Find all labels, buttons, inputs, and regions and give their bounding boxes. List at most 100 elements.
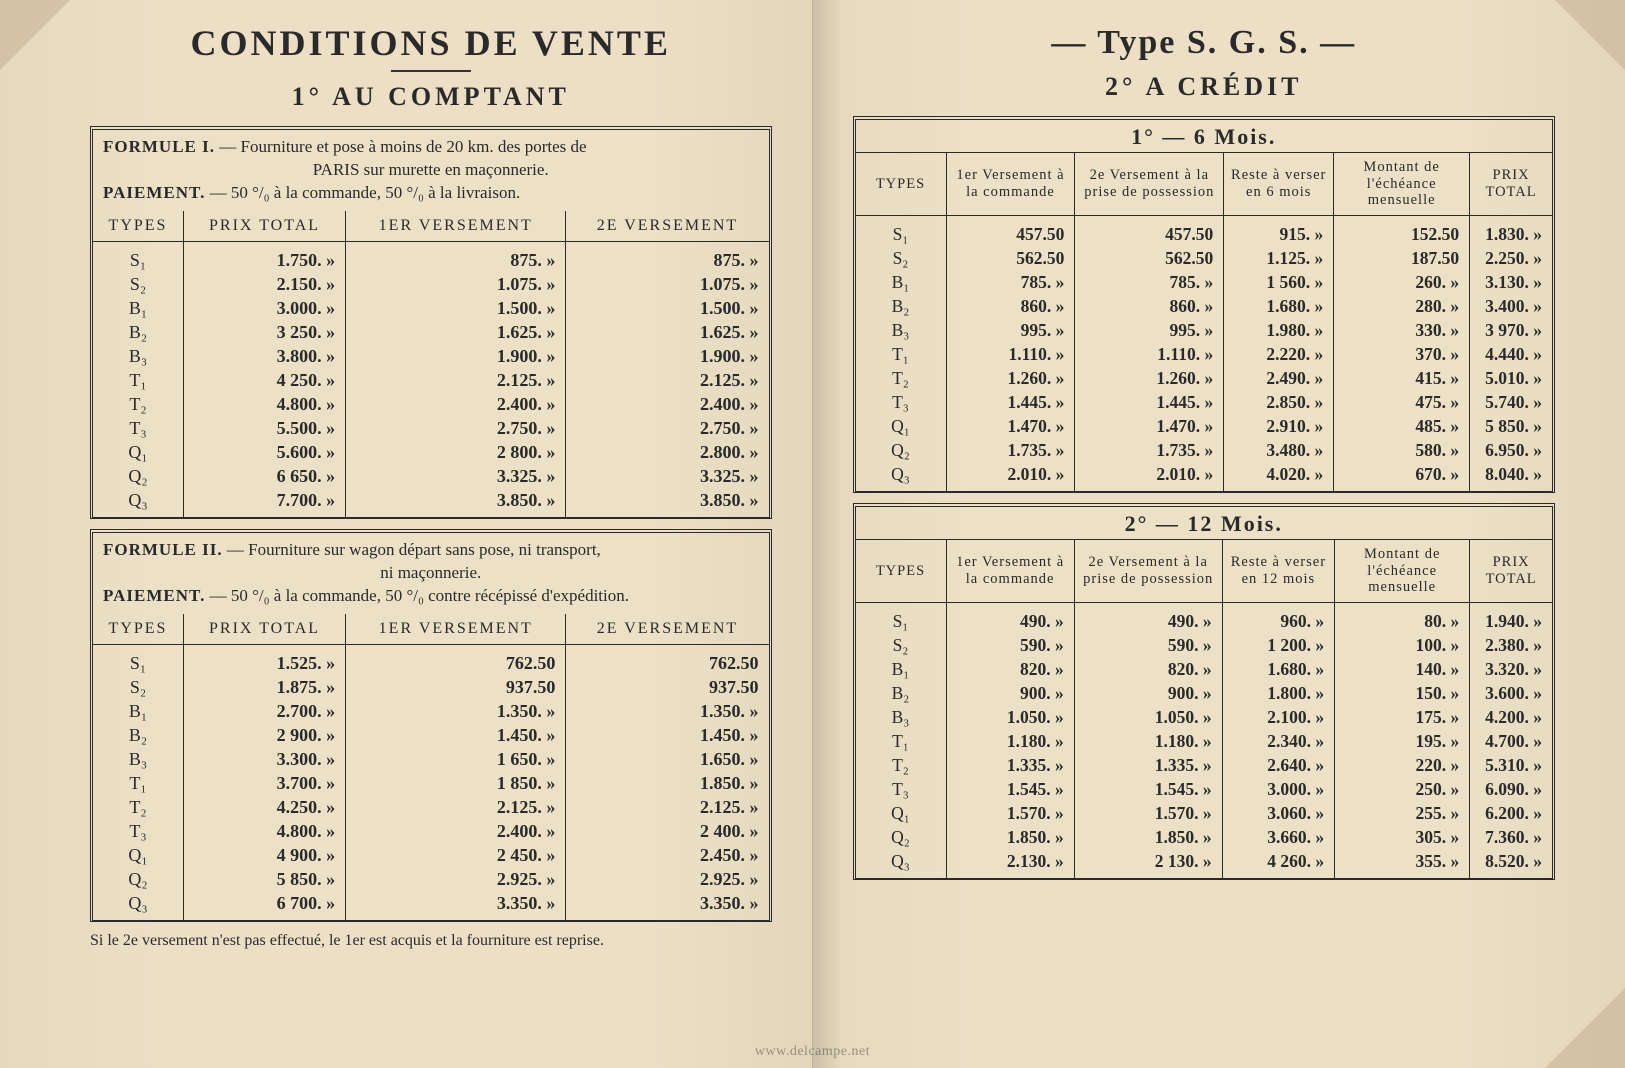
cell-c1: 2.130. » <box>946 850 1074 879</box>
col-echeance: Montant de l'échéance mensuelle <box>1335 540 1470 603</box>
cell-c1: 1.570. » <box>946 802 1074 826</box>
cell-c4: 415. » <box>1334 367 1470 391</box>
cell-c4: 140. » <box>1335 658 1470 682</box>
table-row: S₂590. »590. »1 200. »100. »2.380. » <box>856 634 1553 658</box>
cell-type: Q₂ <box>856 439 947 463</box>
cell-type: B₃ <box>93 748 184 772</box>
table-row: S₂2.150. »1.075. »1.075. » <box>93 273 769 297</box>
col-types: TYPES <box>856 153 947 216</box>
formule2-paiement-label: PAIEMENT. <box>103 586 205 605</box>
cell-c2: 1.260. » <box>1075 367 1224 391</box>
cell-v1: 2.750. » <box>346 417 566 441</box>
cell-v1: 3.850. » <box>346 489 566 518</box>
cell-c5: 8.520. » <box>1470 850 1552 879</box>
cell-c3: 2.100. » <box>1222 706 1335 730</box>
cell-c4: 152.50 <box>1334 216 1470 247</box>
cell-c4: 260. » <box>1334 271 1470 295</box>
table-row: B₂3 250. »1.625. »1.625. » <box>93 321 769 345</box>
cell-total: 3.700. » <box>184 772 346 796</box>
cell-v1: 1.075. » <box>346 273 566 297</box>
cell-v1: 2.400. » <box>346 393 566 417</box>
cell-v2: 2.125. » <box>566 369 769 393</box>
cell-c5: 6.950. » <box>1470 439 1552 463</box>
cell-c4: 670. » <box>1334 463 1470 492</box>
cell-v2: 3.350. » <box>566 892 769 921</box>
page-fold <box>1555 0 1625 70</box>
cell-c2: 1.735. » <box>1075 439 1224 463</box>
cell-total: 6 700. » <box>184 892 346 921</box>
cell-type: S₂ <box>93 676 184 700</box>
table-row: T₃4.800. »2.400. »2 400. » <box>93 820 769 844</box>
cell-total: 1.525. » <box>184 645 346 676</box>
col-reste: Reste à verser en 6 mois <box>1224 153 1334 216</box>
col-v2: 2e VERSEMENT <box>566 614 769 645</box>
formule2-header: FORMULE II. — Fourniture sur wagon dépar… <box>93 533 769 614</box>
cell-c5: 3 970. » <box>1470 319 1552 343</box>
cell-c4: 370. » <box>1334 343 1470 367</box>
cell-c1: 1.850. » <box>946 826 1074 850</box>
credit6-table: TYPES 1er Versement à la commande 2e Ver… <box>856 153 1553 491</box>
table-row: Q₃6 700. »3.350. »3.350. » <box>93 892 769 921</box>
cell-c4: 100. » <box>1335 634 1470 658</box>
cell-type: B₂ <box>93 724 184 748</box>
cell-c3: 1 560. » <box>1224 271 1334 295</box>
cell-v1: 1.500. » <box>346 297 566 321</box>
table-row: S₁490. »490. »960. »80. »1.940. » <box>856 603 1553 634</box>
cell-c4: 187.50 <box>1334 247 1470 271</box>
cell-total: 1.875. » <box>184 676 346 700</box>
cell-v2: 2.750. » <box>566 417 769 441</box>
cell-v1: 875. » <box>346 242 566 273</box>
table-row: Q₂5 850. »2.925. »2.925. » <box>93 868 769 892</box>
cell-v1: 2.925. » <box>346 868 566 892</box>
cell-total: 2 900. » <box>184 724 346 748</box>
cell-c3: 3.480. » <box>1224 439 1334 463</box>
cell-v2: 3.850. » <box>566 489 769 518</box>
cell-c3: 3.000. » <box>1222 778 1335 802</box>
cell-c3: 2.220. » <box>1224 343 1334 367</box>
cell-total: 4 900. » <box>184 844 346 868</box>
cell-v2: 1.350. » <box>566 700 769 724</box>
cell-c1: 1.445. » <box>946 391 1075 415</box>
credit6-title: 1° — 6 Mois. <box>856 120 1553 153</box>
cell-c5: 3.130. » <box>1470 271 1552 295</box>
cell-v2: 2.400. » <box>566 393 769 417</box>
cell-c1: 900. » <box>946 682 1074 706</box>
cell-c1: 1.050. » <box>946 706 1074 730</box>
cell-total: 5 850. » <box>184 868 346 892</box>
cell-v2: 1.450. » <box>566 724 769 748</box>
cell-v2: 1.075. » <box>566 273 769 297</box>
cell-c1: 1.335. » <box>946 754 1074 778</box>
page-title-left: CONDITIONS DE VENTE <box>90 22 772 72</box>
col-v1: 1er Versement à la commande <box>946 540 1074 603</box>
col-v1: 1er VERSEMENT <box>346 614 566 645</box>
table-row: S₂1.875. »937.50937.50 <box>93 676 769 700</box>
cell-v1: 1.625. » <box>346 321 566 345</box>
cell-total: 3.300. » <box>184 748 346 772</box>
cell-c3: 1.800. » <box>1222 682 1335 706</box>
cell-type: T₂ <box>856 367 947 391</box>
table-row: T₁4 250. »2.125. »2.125. » <box>93 369 769 393</box>
cell-type: S₂ <box>856 247 947 271</box>
cell-type: S₂ <box>856 634 947 658</box>
col-v1: 1er VERSEMENT <box>346 211 566 242</box>
cell-c5: 5.010. » <box>1470 367 1552 391</box>
table-row: B₃1.050. »1.050. »2.100. »175. »4.200. » <box>856 706 1553 730</box>
cell-v1: 2.125. » <box>346 369 566 393</box>
cell-type: Q₃ <box>856 463 947 492</box>
cell-c1: 1.110. » <box>946 343 1075 367</box>
cell-type: B₃ <box>93 345 184 369</box>
cell-v2: 1.625. » <box>566 321 769 345</box>
cell-c3: 2.910. » <box>1224 415 1334 439</box>
cell-type: S₁ <box>856 216 947 247</box>
cell-c5: 2.250. » <box>1470 247 1552 271</box>
watermark: www.delcampe.net <box>755 1044 870 1060</box>
formule1-text2: PARIS sur murette en maçonnerie. <box>103 159 759 182</box>
cell-c2: 1.180. » <box>1074 730 1222 754</box>
cell-v2: 875. » <box>566 242 769 273</box>
cell-c5: 5 850. » <box>1470 415 1552 439</box>
cell-c4: 150. » <box>1335 682 1470 706</box>
cell-total: 3.800. » <box>184 345 346 369</box>
table-row: Q₂1.850. »1.850. »3.660. »305. »7.360. » <box>856 826 1553 850</box>
cell-c3: 960. » <box>1222 603 1335 634</box>
cell-type: Q₂ <box>856 826 947 850</box>
